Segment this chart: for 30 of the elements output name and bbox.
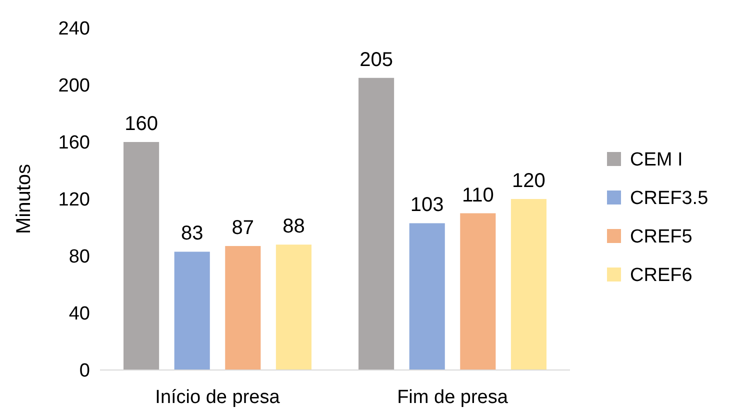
legend-label: CREF5 (630, 226, 692, 248)
legend-label: CEM I (630, 150, 683, 171)
bar (510, 199, 546, 370)
y-axis-title: Minutos (13, 164, 35, 234)
data-label: 120 (512, 170, 546, 192)
bar (225, 246, 261, 370)
data-label: 83 (180, 222, 204, 245)
bar (409, 223, 445, 370)
y-tick-label: 40 (68, 304, 90, 325)
y-tick-label: 0 (79, 360, 90, 382)
y-tick-label: 160 (58, 132, 90, 154)
x-tick-label: Fim de presa (397, 387, 508, 408)
bar (358, 78, 394, 370)
bar (174, 252, 210, 370)
data-label: 160 (124, 113, 158, 135)
bar (460, 213, 496, 370)
data-label: 110 (462, 184, 494, 206)
bar (276, 244, 312, 370)
y-tick-label: 240 (58, 18, 90, 40)
legend-label: CREF6 (630, 265, 692, 286)
data-label: 88 (282, 216, 305, 238)
y-tick-label: 200 (58, 76, 90, 97)
data-label: 205 (360, 48, 393, 71)
data-label: 103 (410, 194, 444, 216)
y-tick-label: 80 (68, 246, 90, 268)
legend-label: CREF3.5 (630, 188, 708, 210)
data-label: 87 (232, 217, 254, 240)
y-tick-label: 120 (58, 190, 90, 211)
x-tick-label: Início de presa (155, 387, 280, 408)
bar (124, 142, 160, 370)
